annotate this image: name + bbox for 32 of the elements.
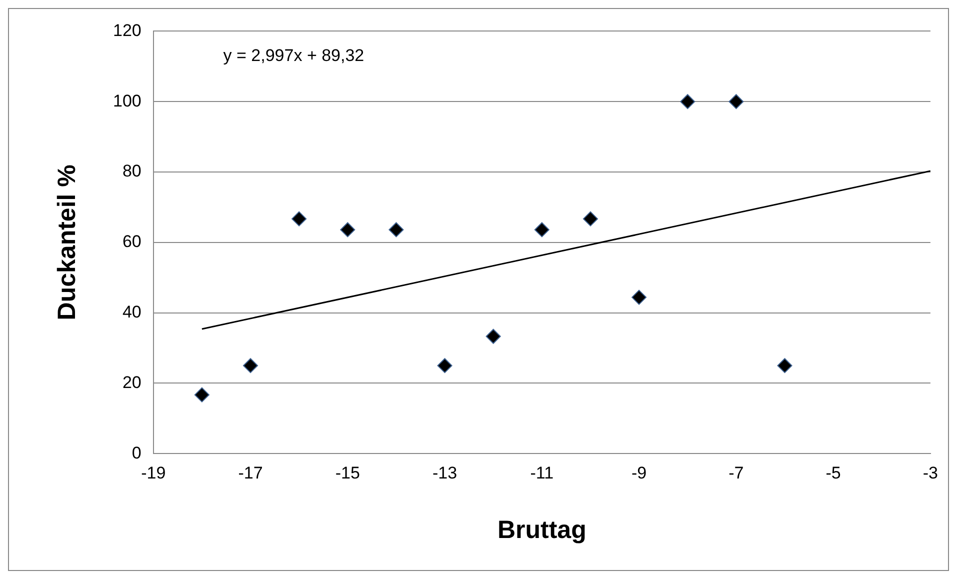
x-axis-title: Bruttag [497, 516, 586, 544]
point [292, 211, 307, 226]
point [777, 358, 792, 374]
x-tick-label: -19 [141, 463, 166, 482]
y-axis-title: Duckanteil % [52, 164, 81, 320]
point [437, 358, 452, 374]
point [680, 94, 696, 110]
y-tick-label: 60 [122, 232, 142, 252]
y-tick-label: 80 [122, 162, 142, 181]
x-tick-label: -9 [631, 463, 647, 482]
point [486, 328, 501, 344]
x-tick-label: -5 [826, 463, 841, 482]
point [243, 358, 258, 374]
point [534, 222, 550, 238]
y-tick-label: 120 [112, 20, 142, 40]
x-tick-label: -17 [238, 463, 263, 482]
y-tick-label: 20 [122, 372, 142, 392]
y-tick-label: 40 [122, 302, 142, 322]
x-tick-label: -13 [432, 463, 458, 482]
point [388, 222, 404, 238]
point [582, 211, 598, 226]
point [632, 290, 647, 305]
x-tick-label: -7 [728, 463, 744, 482]
point [728, 94, 744, 110]
x-tick-label: -15 [335, 463, 360, 482]
y-tick-label: 100 [112, 91, 142, 110]
annotation: y = 2,997x + 89,32 [223, 46, 364, 65]
x-tick-label: -11 [530, 463, 554, 482]
x-tick-label: -3 [922, 463, 938, 482]
point [340, 222, 356, 238]
point [194, 387, 210, 402]
y-tick-label: 0 [132, 443, 142, 462]
